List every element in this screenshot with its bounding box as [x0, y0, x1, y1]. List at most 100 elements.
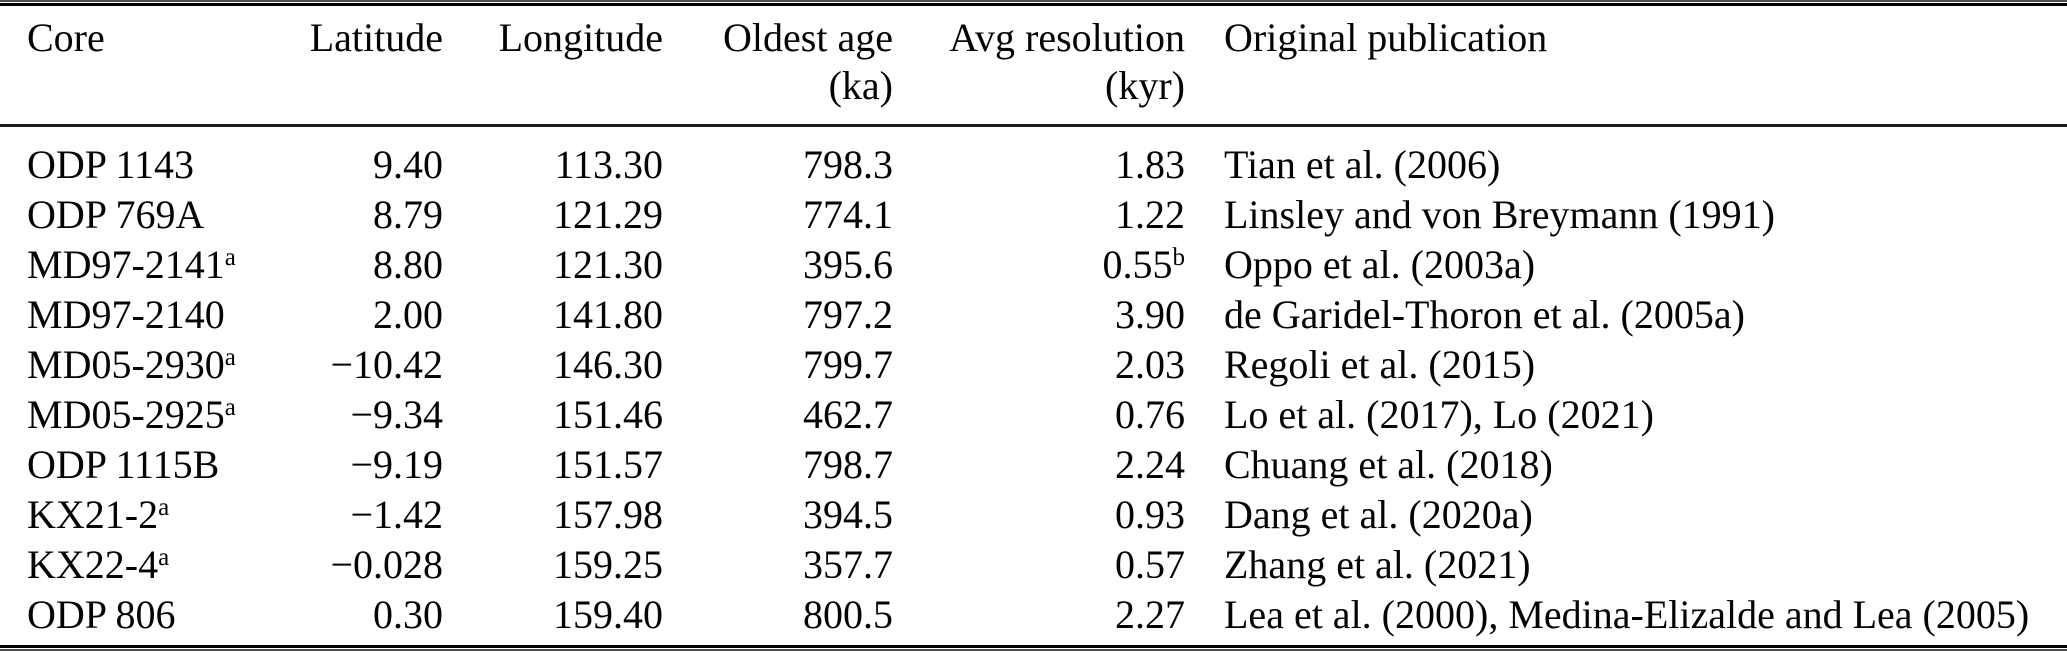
cell-core: ODP 806 — [0, 590, 300, 640]
cell-publication: Chuang et al. (2018) — [1224, 442, 1553, 487]
cell-longitude: 113.30 — [554, 142, 663, 187]
table-row: ODP 1115B −9.19 151.57 798.7 2.24 Chuang… — [0, 440, 2067, 490]
table-bottom-rule — [0, 645, 2067, 651]
footnote-marker: a — [158, 494, 170, 521]
cell-oldest-age: 774.1 — [803, 192, 893, 237]
cell-longitude: 157.98 — [553, 492, 663, 537]
col-header-avg-resolution: Avg resolution — [949, 15, 1185, 60]
cell-longitude: 151.46 — [553, 392, 663, 437]
cell-core: KX21-2a — [0, 490, 300, 540]
cell-avg-resolution: 0.76 — [893, 390, 1185, 440]
cell-latitude: −9.19 — [350, 442, 443, 487]
resolution-value: 3.90 — [1115, 292, 1185, 337]
cell-core: MD05-2930a — [0, 340, 300, 390]
col-header-original-publication: Original publication — [1224, 15, 1548, 60]
cell-latitude: 0.30 — [373, 592, 443, 637]
cell-oldest-age: 395.6 — [803, 242, 893, 287]
cell-publication: de Garidel-Thoron et al. (2005a) — [1224, 292, 1745, 337]
header-unit-row: (ka) (kyr) — [0, 62, 2067, 110]
cell-latitude: −10.42 — [330, 342, 443, 387]
resolution-value: 2.27 — [1115, 592, 1185, 637]
cell-avg-resolution: 3.90 — [893, 290, 1185, 340]
cell-avg-resolution: 0.57 — [893, 540, 1185, 590]
cell-latitude: 2.00 — [373, 292, 443, 337]
core-label: ODP 806 — [27, 592, 176, 637]
col-header-longitude: Longitude — [498, 15, 663, 60]
cell-core: ODP 1115B — [0, 440, 300, 490]
cell-longitude: 159.40 — [553, 592, 663, 637]
table-row: ODP 1143 9.40 113.30 798.3 1.83 Tian et … — [0, 140, 2067, 190]
cell-core: MD97-2141a — [0, 240, 300, 290]
core-label: KX21-2 — [27, 492, 159, 537]
cell-publication: Oppo et al. (2003a) — [1224, 242, 1536, 287]
cell-avg-resolution: 2.03 — [893, 340, 1185, 390]
cell-publication: Regoli et al. (2015) — [1224, 342, 1536, 387]
core-label: ODP 1143 — [27, 142, 195, 187]
cell-publication: Tian et al. (2006) — [1224, 142, 1501, 187]
resolution-value: 0.93 — [1115, 492, 1185, 537]
resolution-value: 2.03 — [1115, 342, 1185, 387]
cell-longitude: 141.80 — [553, 292, 663, 337]
resolution-value: 2.24 — [1115, 442, 1185, 487]
cell-publication: Dang et al. (2020a) — [1224, 492, 1533, 537]
cell-longitude: 146.30 — [553, 342, 663, 387]
cell-avg-resolution: 2.27 — [893, 590, 1185, 640]
core-label: KX22-4 — [27, 542, 159, 587]
cell-publication: Lea et al. (2000), Medina-Elizalde and L… — [1224, 592, 2030, 637]
cell-oldest-age: 462.7 — [803, 392, 893, 437]
core-label: MD97-2141 — [27, 242, 225, 287]
cell-latitude: −1.42 — [350, 492, 443, 537]
cell-latitude: −9.34 — [350, 392, 443, 437]
core-label: MD05-2925 — [27, 392, 225, 437]
cell-avg-resolution: 1.22 — [893, 190, 1185, 240]
cell-publication: Lo et al. (2017), Lo (2021) — [1224, 392, 1654, 437]
footnote-marker: a — [224, 244, 236, 271]
cell-publication: Linsley and von Breymann (1991) — [1224, 192, 1775, 237]
resolution-value: 0.57 — [1115, 542, 1185, 587]
col-header-core: Core — [27, 15, 105, 60]
table-row: MD05-2930a −10.42 146.30 799.7 2.03 Rego… — [0, 340, 2067, 390]
cell-latitude: 9.40 — [373, 142, 443, 187]
core-label: MD97-2140 — [27, 292, 225, 337]
cell-core: KX22-4a — [0, 540, 300, 590]
footnote-marker: b — [1172, 244, 1186, 271]
cell-core: ODP 1143 — [0, 140, 300, 190]
core-label: ODP 1115B — [27, 442, 220, 487]
cell-latitude: −0.028 — [330, 542, 443, 587]
table-top-rule — [0, 0, 2067, 6]
table-body: ODP 1143 9.40 113.30 798.3 1.83 Tian et … — [0, 140, 2067, 640]
cell-oldest-age: 357.7 — [803, 542, 893, 587]
cell-oldest-age: 798.7 — [803, 442, 893, 487]
cell-oldest-age: 800.5 — [803, 592, 893, 637]
cell-longitude: 121.29 — [553, 192, 663, 237]
cell-core: MD05-2925a — [0, 390, 300, 440]
header-label-row: Core Latitude Longitude Oldest age Avg r… — [0, 14, 2067, 62]
cell-longitude: 159.25 — [553, 542, 663, 587]
unit-avg-resolution: (kyr) — [1105, 63, 1185, 108]
footnote-marker: a — [158, 544, 170, 571]
header-separator-rule — [0, 124, 2067, 127]
cell-oldest-age: 799.7 — [803, 342, 893, 387]
cell-oldest-age: 394.5 — [803, 492, 893, 537]
col-header-latitude: Latitude — [309, 15, 443, 60]
unit-oldest-age: (ka) — [828, 63, 893, 108]
cell-longitude: 151.57 — [553, 442, 663, 487]
cell-core: MD97-2140 — [0, 290, 300, 340]
table-row: MD05-2925a −9.34 151.46 462.7 0.76 Lo et… — [0, 390, 2067, 440]
cell-latitude: 8.80 — [373, 242, 443, 287]
resolution-value: 1.83 — [1115, 142, 1185, 187]
core-label: ODP 769A — [27, 192, 205, 237]
cell-avg-resolution: 2.24 — [893, 440, 1185, 490]
table-row: KX21-2a −1.42 157.98 394.5 0.93 Dang et … — [0, 490, 2067, 540]
cell-publication: Zhang et al. (2021) — [1224, 542, 1531, 587]
table-row: KX22-4a −0.028 159.25 357.7 0.57 Zhang e… — [0, 540, 2067, 590]
cell-avg-resolution: 1.83 — [893, 140, 1185, 190]
cell-oldest-age: 798.3 — [803, 142, 893, 187]
footnote-marker: a — [224, 394, 236, 421]
table-row: MD97-2140 2.00 141.80 797.2 3.90 de Gari… — [0, 290, 2067, 340]
cell-longitude: 121.30 — [553, 242, 663, 287]
cell-latitude: 8.79 — [373, 192, 443, 237]
resolution-value: 0.55 — [1102, 242, 1173, 287]
col-header-oldest-age: Oldest age — [723, 15, 893, 60]
